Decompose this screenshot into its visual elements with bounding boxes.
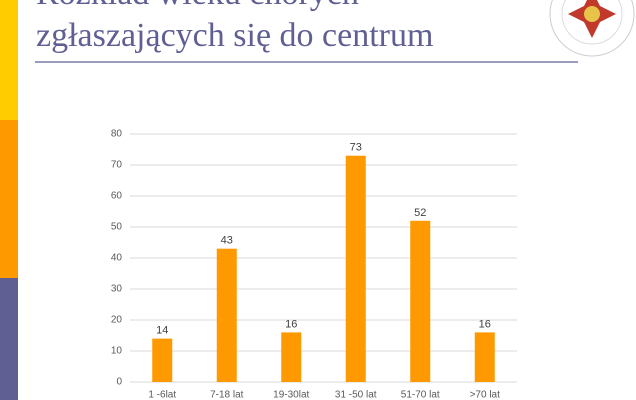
title-line: Rozkład wieku chorych (36, 0, 359, 12)
y-tick-label: 30 (111, 284, 123, 295)
x-tick-label: 31 -50 lat (335, 390, 377, 400)
x-tick-label: >70 lat (470, 390, 501, 400)
stripe-yellow (0, 0, 18, 120)
x-tick-label: 1 -6lat (148, 390, 176, 400)
bar (474, 332, 495, 382)
stripe-orange (0, 120, 18, 278)
y-tick-label: 70 (111, 160, 123, 171)
bar (410, 220, 431, 382)
value-label: 16 (285, 318, 297, 330)
stripe-purple (0, 278, 18, 400)
x-tick-label: 51-70 lat (401, 390, 440, 400)
value-label: 43 (221, 235, 233, 247)
logo (549, 0, 635, 57)
y-tick-label: 80 (111, 129, 123, 140)
y-tick-label: 40 (111, 253, 123, 264)
y-tick-label: 20 (111, 315, 123, 326)
bar (152, 338, 173, 382)
bar (281, 332, 302, 382)
y-tick-label: 10 (111, 346, 123, 357)
title-line: zgłaszających się do centrum (36, 17, 433, 54)
bar (216, 248, 237, 382)
x-tick-label: 19-30lat (273, 390, 309, 400)
bar (345, 155, 366, 382)
y-tick-label: 0 (116, 377, 122, 388)
value-label: 14 (156, 325, 168, 337)
x-tick-label: 7-18 lat (210, 390, 244, 400)
value-label: 16 (479, 318, 491, 330)
value-label: 73 (350, 142, 362, 154)
value-label: 52 (414, 207, 426, 219)
y-tick-label: 50 (111, 222, 123, 233)
y-tick-label: 60 (111, 191, 123, 202)
